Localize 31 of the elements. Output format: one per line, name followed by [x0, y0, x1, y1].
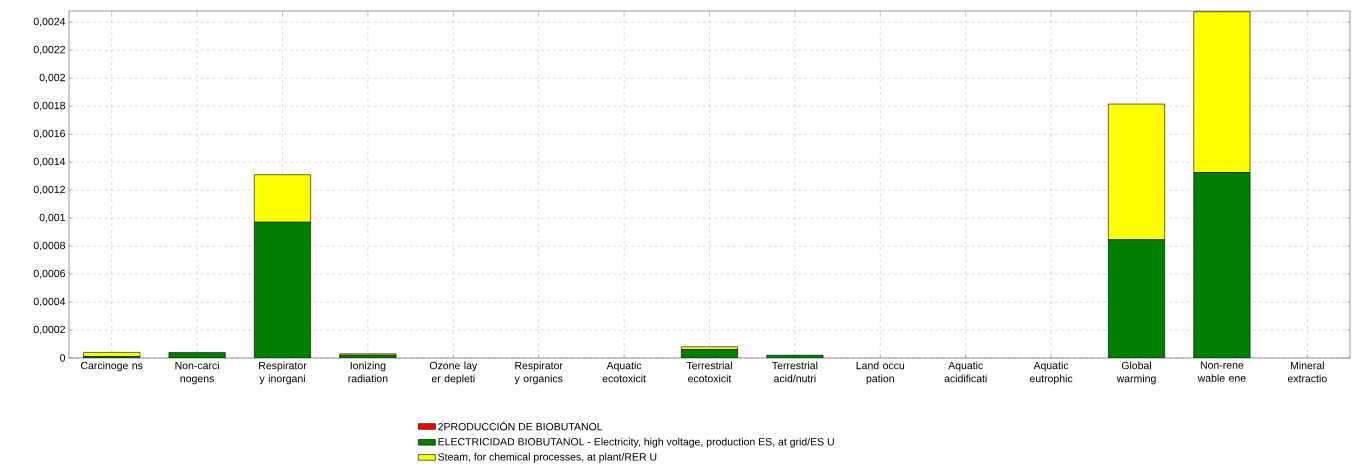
- legend-label: ELECTRICIDAD BIOBUTANOL - Electricity, high voltage, production ES, at grid/ES U: [438, 437, 834, 448]
- y-tick-label: 0,0022: [33, 45, 65, 55]
- x-tick-label: Global warming: [1116, 361, 1156, 385]
- y-tick-label: 0,002: [39, 73, 65, 83]
- x-tick-label: Respirator y inorgani: [259, 361, 307, 385]
- y-tick-label: 0,0008: [33, 241, 66, 251]
- x-tick-label: Terrestrial ecotoxicit: [686, 361, 732, 383]
- y-tick-label: 0,0018: [33, 101, 66, 111]
- x-tick-label: Ionizing radiation: [348, 361, 388, 383]
- x-tick-label: Aquatic acidificati: [944, 361, 987, 383]
- x-tick-label: Non-rene wable ene: [1197, 361, 1246, 382]
- y-tick-label: 0,0016: [33, 129, 66, 139]
- x-tick-label: Land occu pation: [856, 361, 905, 385]
- x-tick-label: Carcinoge ns: [81, 361, 143, 372]
- x-tick-label: Terrestrial acid/nutri: [772, 361, 818, 383]
- y-tick-label: 0,0004: [33, 297, 66, 307]
- x-tick-label: Ozone lay er depleti: [429, 361, 478, 385]
- y-tick-label: 0,0002: [33, 325, 65, 335]
- x-tick-label: Non-carci nogens: [175, 361, 219, 385]
- y-tick-label: 0,001: [39, 213, 65, 223]
- legend-label: 2PRODUCCIÓN DE BIOBUTANOL: [438, 421, 603, 431]
- legend-label: Steam, for chemical processes, at plant/RER U: [438, 452, 657, 463]
- y-tick-label: 0,0014: [33, 157, 66, 167]
- y-tick-label: 0,0024: [33, 17, 66, 27]
- x-tick-label: Aquatic eutrophic: [1029, 361, 1073, 385]
- y-tick-label: 0: [60, 354, 66, 362]
- x-tick-label: Aquatic ecotoxicit: [602, 361, 646, 383]
- x-tick-label: Respirator y organics: [514, 361, 563, 385]
- y-tick-label: 0,0012: [33, 185, 65, 195]
- x-tick-label: Mineral extractio: [1287, 361, 1327, 383]
- y-tick-label: 0,0006: [33, 269, 66, 279]
